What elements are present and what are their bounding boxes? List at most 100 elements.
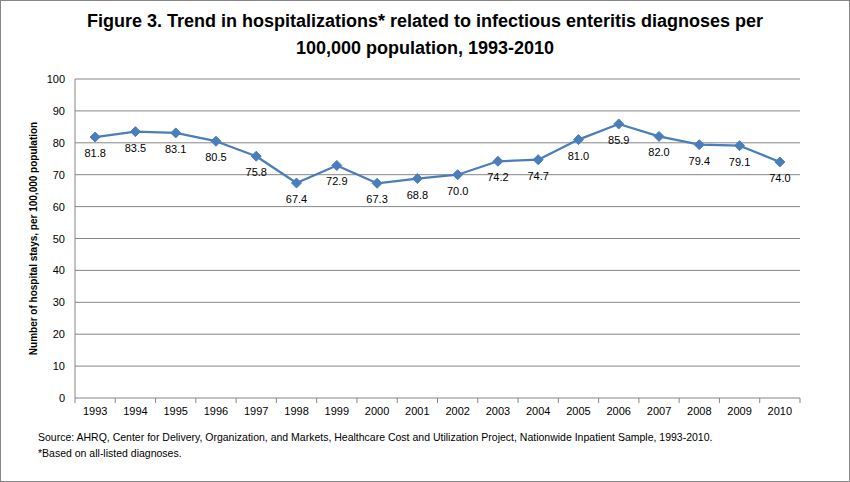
y-tick-label: 80 [53,137,65,149]
y-tick-label: 50 [53,233,65,245]
data-point [573,135,583,145]
data-label: 72.9 [326,175,347,187]
x-tick [437,398,438,403]
y-axis-title: Number of hospital stays, per 100,000 po… [28,122,39,355]
x-tick [115,398,116,403]
data-point [90,132,100,142]
x-tick-label: 2000 [365,405,389,417]
data-label: 67.4 [286,193,307,205]
grid-line [75,366,800,367]
data-label: 67.3 [366,193,387,205]
data-point [614,119,624,129]
data-label: 74.7 [527,170,548,182]
grid-line [75,270,800,271]
x-tick [518,398,519,403]
x-tick [598,398,599,403]
data-label: 81.8 [84,147,105,159]
data-label: 81.0 [568,150,589,162]
data-point [292,178,302,188]
x-tick-label: 2006 [607,405,631,417]
data-point [493,156,503,166]
data-point [332,160,342,170]
y-tick-label: 90 [53,105,65,117]
x-tick [477,398,478,403]
x-tick [236,398,237,403]
x-tick [356,398,357,403]
data-point [251,151,261,161]
x-tick-label: 1996 [204,405,228,417]
data-point [372,178,382,188]
x-tick-label: 2009 [727,405,751,417]
grid-line [75,79,800,80]
chart-svg: 0 10 20 30 40 50 60 70 80 90 100 1993 1994 1995 1996 19… [0,0,850,482]
chart-title: Figure 3. Trend in hospitalizations* rel… [85,8,765,62]
data-point [533,155,543,165]
x-tick-label: 1999 [325,405,349,417]
y-tick-label: 60 [53,201,65,213]
x-tick-label: 2003 [486,405,510,417]
data-label: 75.8 [246,166,267,178]
y-tick-label: 70 [53,169,65,181]
data-point [171,128,181,138]
data-label: 80.5 [205,151,226,163]
grid-line [75,238,800,239]
data-line [95,124,780,183]
y-tick-label: 20 [53,328,65,340]
data-point [453,170,463,180]
y-tick-label: 10 [53,360,65,372]
x-tick-label: 1997 [244,405,268,417]
grid-line [75,174,800,175]
x-tick [195,398,196,403]
data-label: 83.1 [165,143,186,155]
plot-area [90,119,785,188]
data-point [130,127,140,137]
x-tick-label: 1998 [284,405,308,417]
x-tick-label: 1993 [83,405,107,417]
data-point [735,141,745,151]
x-tick [719,398,720,403]
x-tick-label: 1994 [123,405,147,417]
x-tick-label: 1995 [163,405,187,417]
data-label: 68.8 [407,189,428,201]
data-label: 85.9 [608,134,629,146]
data-point [654,131,664,141]
grid-line [75,334,800,335]
x-tick [800,398,801,403]
x-tick [316,398,317,403]
x-tick [759,398,760,403]
grid-line [75,110,800,111]
x-tick-label: 2007 [647,405,671,417]
y-axis-line [75,79,76,398]
x-tick-label: 2004 [526,405,550,417]
data-label: 74.0 [769,172,790,184]
annotation: *Based on all-listed diagnoses. [38,447,182,459]
x-tick [276,398,277,403]
y-tick-label: 30 [53,296,65,308]
y-tick-label: 100 [47,73,65,85]
y-tick-label: 40 [53,264,65,276]
x-tick-label: 2005 [566,405,590,417]
data-label: 74.2 [487,171,508,183]
grid-line [75,302,800,303]
y-tick-label: 0 [59,392,65,404]
data-label: 70.0 [447,185,468,197]
data-point [211,136,221,146]
x-tick-label: 2008 [687,405,711,417]
x-tick-label: 2010 [768,405,792,417]
data-label: 79.1 [729,156,750,168]
x-tick-label: 2002 [445,405,469,417]
x-tick [155,398,156,403]
data-point [775,157,785,167]
x-tick [638,398,639,403]
annotation: Source: AHRQ, Center for Delivery, Organ… [38,431,712,443]
grid-line [75,206,800,207]
x-tick [558,398,559,403]
x-tick [75,398,76,403]
data-point [694,140,704,150]
x-tick-label: 2001 [405,405,429,417]
data-label: 79.4 [689,155,710,167]
data-label: 83.5 [125,142,146,154]
x-tick [397,398,398,403]
data-point [412,174,422,184]
data-label: 82.0 [648,146,669,158]
